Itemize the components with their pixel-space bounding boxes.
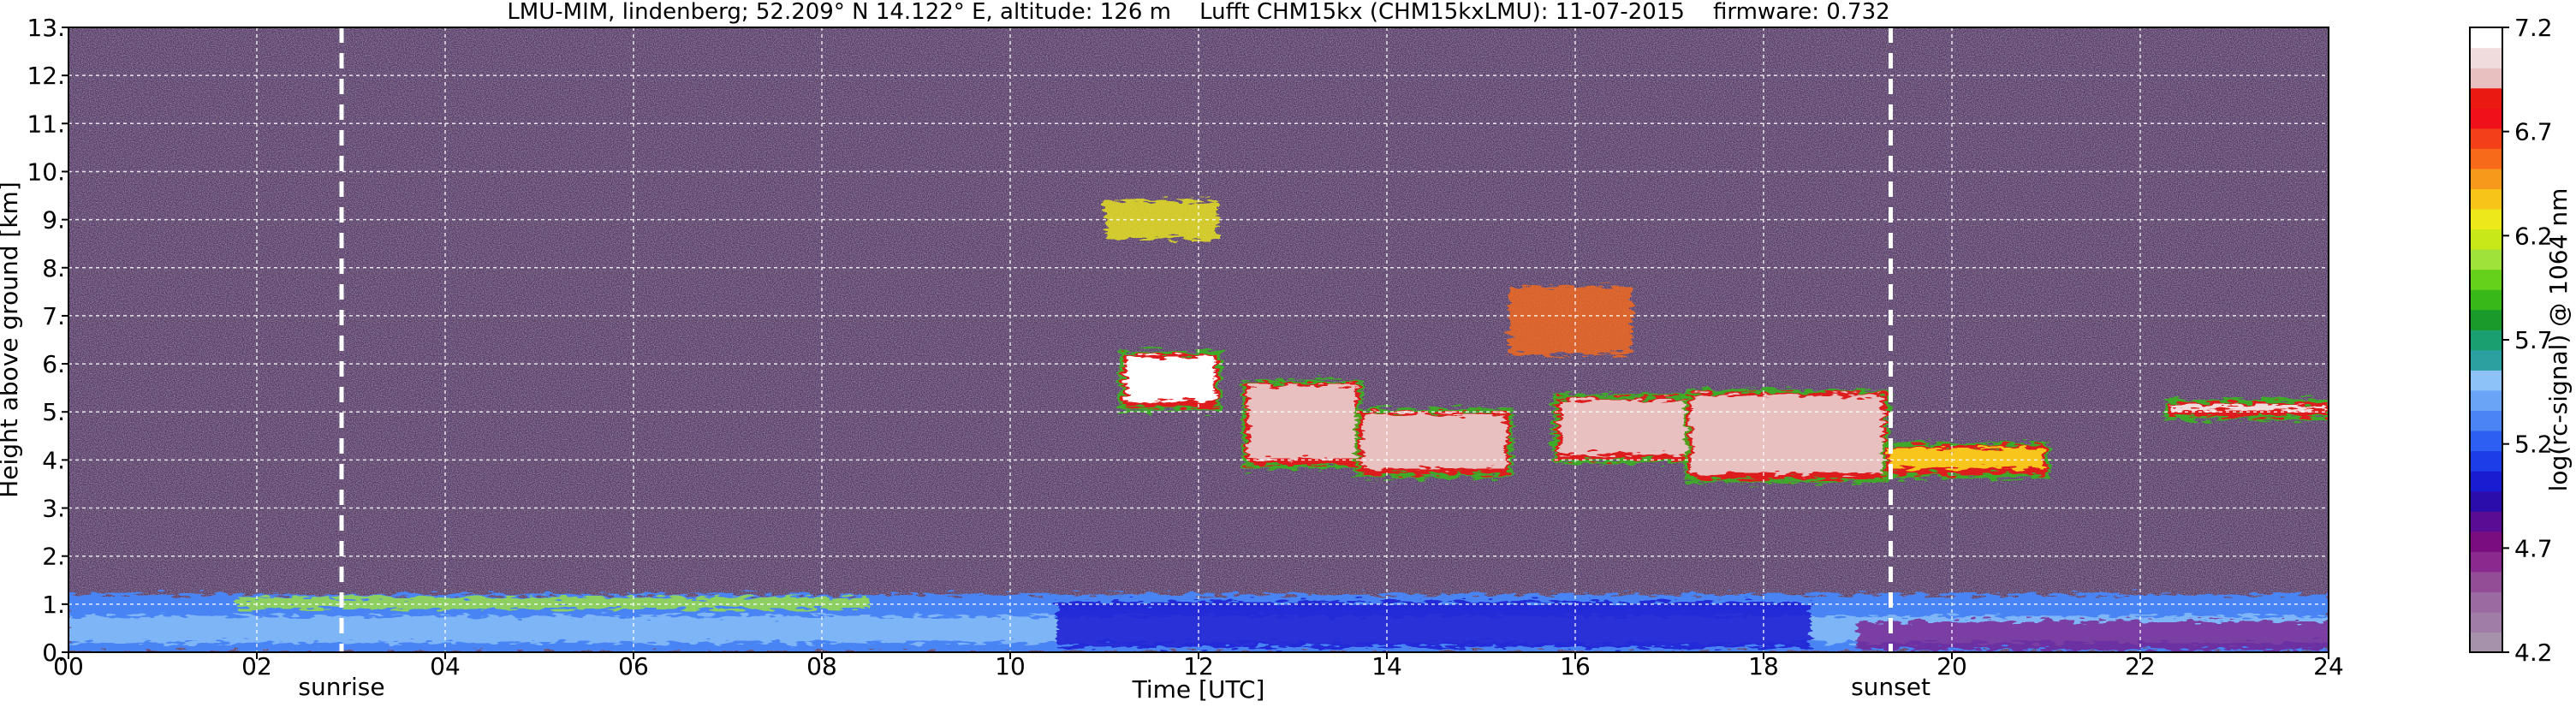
layer-cirrus-1 bbox=[1509, 287, 1632, 354]
sunset-label: sunset bbox=[1851, 673, 1931, 701]
layer-cloud-4 bbox=[1685, 389, 1889, 483]
x-tick-label: 12 bbox=[1183, 652, 1214, 680]
x-axis-label: Time [UTC] bbox=[1132, 675, 1265, 704]
x-tick-label: 08 bbox=[806, 652, 837, 680]
y-tick-label: 7. bbox=[42, 302, 65, 330]
colorbar-swatch bbox=[2470, 450, 2502, 472]
colorbar-swatch bbox=[2470, 511, 2502, 532]
x-tick-label: 20 bbox=[1936, 652, 1967, 680]
y-tick-label: 13. bbox=[27, 14, 65, 42]
y-tick-label: 2. bbox=[42, 543, 65, 571]
y-tick-label: 6. bbox=[42, 350, 65, 378]
y-tick-label: 1. bbox=[42, 591, 65, 619]
colorbar-swatch bbox=[2470, 289, 2502, 311]
colorbar-swatch bbox=[2470, 410, 2502, 431]
y-tick-label: 0. bbox=[42, 639, 65, 667]
colorbar-swatch bbox=[2470, 531, 2502, 552]
x-tick-label: 10 bbox=[995, 652, 1026, 680]
x-tick-label: 06 bbox=[618, 652, 649, 680]
colorbar: 4.2 4.7 5.2 5.7 6.2 6.7 7.2 bbox=[2469, 14, 2553, 667]
signal-noise bbox=[68, 27, 2329, 652]
y-axis-label: Height above ground [km] bbox=[0, 181, 23, 498]
sun-markers: sunrise sunset bbox=[298, 27, 1931, 701]
layer-cloud-2 bbox=[1355, 408, 1513, 478]
chart-title: LMU-MIM, lindenberg; 52.209° N 14.122° E… bbox=[507, 0, 1889, 25]
colorbar-swatch bbox=[2470, 330, 2502, 351]
colorbar-swatch bbox=[2470, 148, 2502, 169]
colorbar-swatch bbox=[2470, 551, 2502, 573]
y-tick-label: 12. bbox=[27, 62, 65, 90]
colorbar-swatch bbox=[2470, 309, 2502, 330]
colorbar-swatch bbox=[2470, 68, 2502, 89]
colorbar-swatch bbox=[2470, 188, 2502, 210]
y-tick-label: 10. bbox=[27, 157, 65, 186]
y-tick-label: 11. bbox=[27, 110, 65, 138]
colorbar-swatch bbox=[2470, 168, 2502, 189]
colorbar-swatch bbox=[2470, 571, 2502, 592]
colorbar-tick-label: 5.2 bbox=[2514, 431, 2553, 459]
colorbar-swatch bbox=[2470, 591, 2502, 613]
layer-cloud-0 bbox=[1120, 350, 1221, 411]
colorbar-tick-label: 4.2 bbox=[2514, 639, 2553, 667]
colorbar-swatch bbox=[2470, 47, 2502, 68]
x-tick-label: 16 bbox=[1560, 652, 1591, 680]
colorbar-swatch bbox=[2470, 490, 2502, 512]
colorbar-swatch bbox=[2470, 471, 2502, 492]
colorbar-swatch bbox=[2470, 349, 2502, 371]
sunrise-label: sunrise bbox=[298, 673, 384, 701]
y-tick-label: 3. bbox=[42, 495, 65, 523]
colorbar-swatch bbox=[2470, 269, 2502, 290]
y-tick-label: 9. bbox=[42, 206, 65, 235]
colorbar-swatch bbox=[2470, 249, 2502, 270]
colorbar-swatch bbox=[2470, 229, 2502, 250]
y-tick-label: 5. bbox=[42, 398, 65, 426]
layer-cloud-3 bbox=[1553, 394, 1692, 464]
colorbar-swatch bbox=[2470, 128, 2502, 149]
x-tick-label: 02 bbox=[241, 652, 272, 680]
colorbar-swatch bbox=[2470, 108, 2502, 129]
x-tick-label: 14 bbox=[1371, 652, 1402, 680]
colorbar-swatch bbox=[2470, 27, 2502, 49]
colorbar-swatch bbox=[2470, 632, 2502, 653]
y-tick-label: 8. bbox=[42, 254, 65, 282]
colorbar-tick-label: 5.7 bbox=[2514, 326, 2553, 354]
colorbar-swatch bbox=[2470, 87, 2502, 109]
layer-cloud-1 bbox=[1242, 379, 1362, 468]
x-tick-label: 04 bbox=[430, 652, 461, 680]
colorbar-label: log(rc-signal) @ 1064 nm bbox=[2544, 188, 2573, 492]
colorbar-tick-label: 6.7 bbox=[2514, 118, 2553, 146]
grid-lines bbox=[68, 27, 2329, 652]
layer-cloud-6 bbox=[2165, 399, 2329, 420]
x-tick-label: 24 bbox=[2313, 652, 2344, 680]
colorbar-swatch bbox=[2470, 370, 2502, 391]
y-axis-ticks: 0. 1. 2. 3. 4. 5. 6. 7. 8. 9. 10. 11. 12. 13. bbox=[27, 14, 68, 667]
colorbar-tick-label: 7.2 bbox=[2514, 14, 2553, 42]
x-axis-ticks: 00 02 04 06 08 10 12 14 16 18 20 22 24 bbox=[53, 652, 2344, 680]
colorbar-swatch bbox=[2470, 611, 2502, 633]
colorbar-swatch bbox=[2470, 208, 2502, 230]
colorbar-swatch bbox=[2470, 389, 2502, 412]
y-tick-label: 4. bbox=[42, 446, 65, 474]
layer-morning-residual-layer bbox=[238, 597, 869, 609]
x-tick-label: 18 bbox=[1748, 652, 1779, 680]
colorbar-tick-label: 6.2 bbox=[2514, 222, 2553, 250]
x-tick-label: 00 bbox=[53, 652, 84, 680]
colorbar-swatch bbox=[2470, 430, 2502, 452]
x-tick-label: 22 bbox=[2125, 652, 2156, 680]
colorbar-tick-label: 4.7 bbox=[2514, 534, 2553, 562]
plot-area: sunrise sunset bbox=[68, 27, 2329, 701]
